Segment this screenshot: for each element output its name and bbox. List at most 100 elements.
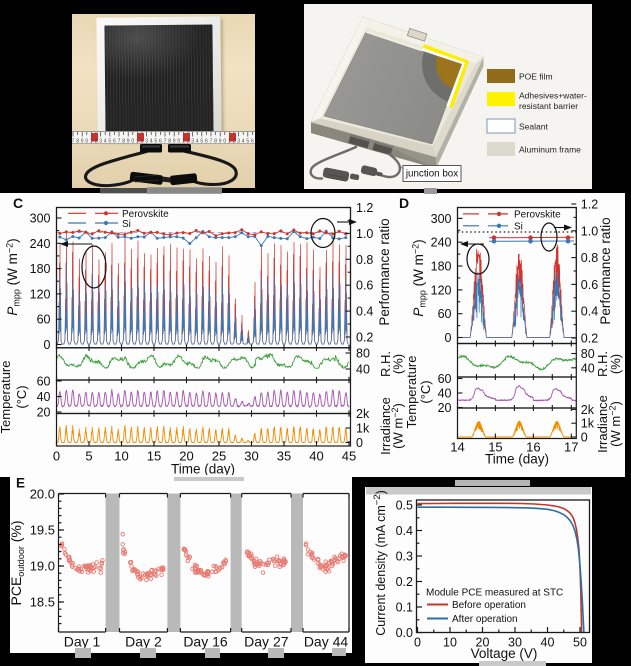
svg-text:40: 40 — [581, 361, 595, 375]
svg-text:1: 1 — [228, 139, 231, 145]
svg-text:2k: 2k — [581, 403, 595, 417]
svg-text:0.3: 0.3 — [396, 550, 413, 564]
svg-text:(°C): (°C) — [418, 380, 433, 403]
svg-text:D: D — [399, 195, 409, 211]
svg-text:40: 40 — [356, 363, 370, 377]
svg-text:20: 20 — [37, 406, 51, 420]
svg-text:40: 40 — [541, 636, 555, 650]
svg-text:60: 60 — [37, 375, 51, 389]
svg-text:19.5: 19.5 — [30, 523, 55, 538]
svg-text:Aluminum frame: Aluminum frame — [519, 145, 581, 155]
svg-text:0.4: 0.4 — [396, 524, 413, 538]
svg-text:Day 27: Day 27 — [244, 634, 289, 650]
svg-text:9: 9 — [81, 139, 84, 145]
svg-text:0.4: 0.4 — [581, 305, 598, 319]
svg-text:2k: 2k — [356, 407, 370, 421]
svg-text:120: 120 — [431, 283, 452, 297]
svg-text:0: 0 — [445, 331, 452, 345]
svg-text:2: 2 — [141, 139, 144, 145]
svg-text:1.0: 1.0 — [356, 227, 373, 241]
svg-text:0.6: 0.6 — [356, 279, 373, 293]
svg-text:Day 1: Day 1 — [64, 634, 101, 650]
svg-text:0.8: 0.8 — [581, 251, 598, 265]
svg-text:2: 2 — [95, 139, 98, 145]
svg-text:0: 0 — [131, 139, 134, 145]
svg-text:25: 25 — [212, 449, 226, 464]
svg-text:1.0: 1.0 — [581, 224, 598, 238]
svg-text:180: 180 — [431, 260, 452, 274]
svg-text:20: 20 — [476, 636, 490, 650]
svg-text:Time (day): Time (day) — [485, 452, 549, 467]
svg-text:Perovskite: Perovskite — [514, 210, 561, 221]
svg-text:0.8: 0.8 — [356, 253, 373, 267]
svg-text:30: 30 — [508, 636, 522, 650]
svg-text:Day 16: Day 16 — [183, 634, 228, 650]
svg-text:3: 3 — [237, 139, 240, 145]
svg-text:Sealant: Sealant — [519, 122, 548, 132]
svg-text:3: 3 — [145, 139, 148, 145]
svg-text:2: 2 — [233, 139, 236, 145]
svg-text:0: 0 — [414, 636, 421, 650]
svg-text:20: 20 — [438, 401, 452, 415]
svg-text:Irradiance: Irradiance — [378, 397, 393, 455]
svg-text:Si: Si — [514, 222, 523, 233]
svg-text:16: 16 — [526, 440, 540, 455]
svg-text:60: 60 — [438, 372, 452, 386]
svg-text:1: 1 — [136, 139, 139, 145]
svg-text:Day 2: Day 2 — [125, 634, 162, 650]
svg-text:45: 45 — [342, 449, 356, 464]
svg-text:20: 20 — [179, 449, 193, 464]
svg-text:5: 5 — [154, 139, 157, 145]
svg-text:resistant barrier: resistant barrier — [519, 101, 578, 111]
svg-text:60: 60 — [438, 307, 452, 321]
svg-text:R.H.: R.H. — [378, 351, 393, 377]
svg-text:30: 30 — [244, 449, 258, 464]
svg-text:240: 240 — [431, 236, 452, 250]
svg-text:4: 4 — [196, 139, 199, 145]
svg-text:Performance ratio: Performance ratio — [598, 217, 613, 324]
svg-text:(%): (%) — [391, 354, 406, 374]
svg-text:300: 300 — [30, 212, 51, 226]
svg-text:240: 240 — [30, 237, 51, 251]
svg-text:1.2: 1.2 — [356, 201, 373, 215]
svg-text:180: 180 — [30, 262, 51, 276]
svg-text:Adhesives+water-: Adhesives+water- — [519, 91, 587, 101]
svg-text:0: 0 — [53, 449, 60, 464]
svg-text:R.H.: R.H. — [595, 351, 610, 377]
svg-text:5: 5 — [246, 139, 249, 145]
svg-text:50: 50 — [573, 636, 587, 650]
svg-text:0: 0 — [44, 338, 51, 352]
svg-text:1: 1 — [90, 139, 93, 145]
svg-text:35: 35 — [277, 449, 291, 464]
svg-text:(°C): (°C) — [14, 385, 29, 408]
svg-text:8: 8 — [76, 139, 79, 145]
svg-text:Si: Si — [122, 219, 131, 230]
svg-text:15: 15 — [488, 440, 502, 455]
svg-text:junction box: junction box — [405, 169, 458, 180]
svg-text:7: 7 — [164, 139, 167, 145]
svg-text:3: 3 — [99, 139, 102, 145]
svg-text:9: 9 — [173, 139, 176, 145]
svg-text:7: 7 — [118, 139, 121, 145]
svg-text:10: 10 — [114, 449, 128, 464]
svg-text:5: 5 — [200, 139, 203, 145]
svg-text:2: 2 — [187, 139, 190, 145]
svg-text:Performance ratio: Performance ratio — [377, 218, 392, 325]
svg-text:6: 6 — [159, 139, 162, 145]
svg-text:Module PCE measured at STC: Module PCE measured at STC — [426, 588, 563, 599]
svg-text:PCEoutdoor (%): PCEoutdoor (%) — [10, 521, 26, 606]
svg-text:20.0: 20.0 — [30, 487, 55, 502]
svg-text:0.1: 0.1 — [396, 601, 413, 615]
svg-text:1k: 1k — [581, 417, 595, 431]
svg-text:Voltage (V): Voltage (V) — [471, 646, 538, 661]
svg-text:Pmpp (W m−2): Pmpp (W m−2) — [5, 238, 22, 315]
svg-text:10: 10 — [443, 636, 457, 650]
svg-text:19.0: 19.0 — [30, 559, 55, 574]
svg-text:Time (day): Time (day) — [171, 462, 235, 477]
svg-text:After operation: After operation — [452, 614, 518, 625]
svg-text:80: 80 — [356, 347, 370, 361]
svg-text:0.6: 0.6 — [581, 278, 598, 292]
svg-text:Irradiance: Irradiance — [595, 395, 610, 453]
svg-text:0.0: 0.0 — [396, 626, 413, 640]
svg-text:40: 40 — [309, 449, 323, 464]
